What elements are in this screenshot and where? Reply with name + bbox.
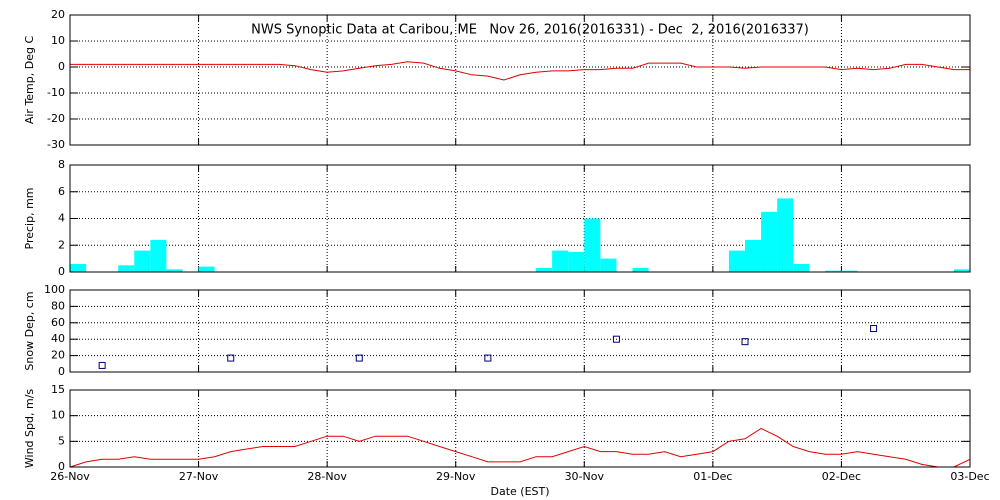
y-tick-label: 5 xyxy=(58,434,65,447)
bar xyxy=(793,263,810,272)
chart-title: NWS Synoptic Data at Caribou, ME Nov 26,… xyxy=(251,23,809,38)
x-tick-label: 27-Nov xyxy=(179,470,219,483)
marker xyxy=(870,325,878,333)
bar xyxy=(584,218,601,272)
bar xyxy=(536,267,553,272)
y-tick-label: -20 xyxy=(47,112,65,125)
y-tick-label: 2 xyxy=(58,238,65,251)
y-tick-label: 0 xyxy=(58,365,65,378)
y-tick-label: 60 xyxy=(51,316,65,329)
y-tick-label: -10 xyxy=(47,86,65,99)
bar xyxy=(118,265,135,272)
y-tick-label: 100 xyxy=(44,283,65,296)
bar xyxy=(777,198,794,272)
plot-frame xyxy=(69,164,971,273)
marker xyxy=(484,354,492,362)
x-tick-label: 01-Dec xyxy=(693,470,732,483)
marker xyxy=(741,338,749,346)
data-line xyxy=(70,61,970,81)
data-line xyxy=(69,427,971,468)
bar xyxy=(825,270,842,272)
y-tick-label: 80 xyxy=(51,299,65,312)
bar xyxy=(600,258,617,272)
bar xyxy=(841,270,858,272)
y-tick-label: 0 xyxy=(58,265,65,278)
bar xyxy=(728,250,745,272)
x-tick-label: 03-Dec xyxy=(950,470,989,483)
y-axis-label: Air Temp, Deg C xyxy=(23,36,36,125)
marker xyxy=(355,354,363,362)
y-axis-label: Wind Spd, m/s xyxy=(23,389,36,469)
marker xyxy=(227,354,235,362)
y-tick-label: 8 xyxy=(58,158,65,171)
marker xyxy=(98,361,106,369)
x-tick-label: 28-Nov xyxy=(307,470,347,483)
bar xyxy=(953,269,970,272)
bar xyxy=(150,239,167,272)
y-tick-label: 20 xyxy=(51,8,65,21)
bar xyxy=(134,250,151,272)
x-tick-label: 26-Nov xyxy=(50,470,90,483)
y-axis-label: Precip, mm xyxy=(23,188,36,250)
bar xyxy=(745,239,762,272)
plot-frame xyxy=(69,289,971,373)
y-axis-label: Snow Dep, cm xyxy=(23,291,36,370)
x-tick-label: 30-Nov xyxy=(565,470,605,483)
y-tick-label: 15 xyxy=(51,383,65,396)
bar xyxy=(632,267,649,272)
y-tick-label: 40 xyxy=(51,332,65,345)
x-tick-label: 29-Nov xyxy=(436,470,476,483)
bar xyxy=(761,211,778,272)
y-tick-label: 0 xyxy=(58,60,65,73)
y-tick-label: 0 xyxy=(58,460,65,473)
bar xyxy=(198,266,215,272)
y-tick-label: 4 xyxy=(58,212,65,225)
bar xyxy=(568,251,585,272)
y-tick-label: 10 xyxy=(51,34,65,47)
marker xyxy=(612,335,620,343)
y-tick-label: 6 xyxy=(58,185,65,198)
y-tick-label: 10 xyxy=(51,409,65,422)
plot-frame xyxy=(69,14,971,146)
y-tick-label: 20 xyxy=(51,349,65,362)
x-axis-label: Date (EST) xyxy=(490,485,549,498)
bar xyxy=(166,269,183,272)
plot-frame xyxy=(69,389,971,468)
x-tick-label: 02-Dec xyxy=(822,470,861,483)
bar xyxy=(70,263,87,272)
bar xyxy=(552,250,569,272)
y-tick-label: -30 xyxy=(47,138,65,151)
